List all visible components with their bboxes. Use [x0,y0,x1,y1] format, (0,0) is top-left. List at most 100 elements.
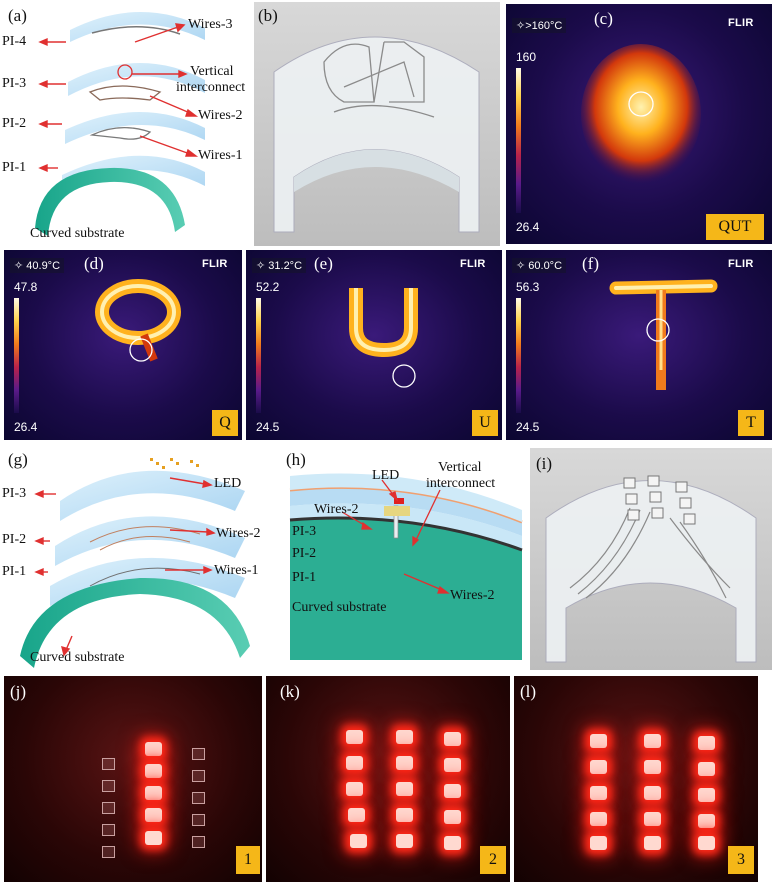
led-on [698,762,715,776]
led-on [590,760,607,774]
vertical-interconnect-label-h2: interconnect [426,476,496,491]
led-on [644,836,661,850]
wires-2-bottom-label-h: Wires-2 [450,588,495,603]
panel-f: ✧ 60.0°C FLIR (f) 56.3 24.5 T [506,250,772,440]
curved-substrate-label-h: Curved substrate [292,600,387,615]
led-on [698,814,715,828]
colorbar-max-f: 56.3 [516,280,540,294]
spot-temperature-e: ✧ 31.2°C [252,258,307,273]
panel-i: (i) [530,448,772,670]
led-on [444,836,461,850]
led-on [698,736,715,750]
tag-c: QUT [706,214,764,240]
panel-k: (k) 2 [266,676,510,882]
led-on [396,730,413,744]
led-on [644,812,661,826]
led-on [145,786,162,800]
panel-b: (b) [254,2,500,246]
led-off [102,780,115,792]
thermal-image-qut [581,44,701,184]
led-off [102,802,115,814]
led-on [444,784,461,798]
led-on [346,730,363,744]
vertical-interconnect-label-h1: Vertical [438,460,482,475]
led-off [102,824,115,836]
flir-logo-d: FLIR [202,258,228,270]
tag-l: 3 [728,846,754,874]
led-on [350,834,367,848]
led-on [145,831,162,845]
thermal-image-t [609,279,718,390]
panel-label-h: (h) [286,450,306,469]
led-on [396,756,413,770]
vertical-interconnect-label-line2: interconnect [176,80,246,95]
led-on [590,786,607,800]
flir-logo-f: FLIR [728,258,754,270]
led-on [444,810,461,824]
panel-label-d: (d) [84,254,104,273]
led-label-g: LED [214,476,242,491]
led-off [102,846,115,858]
tag-e: U [472,410,498,436]
panel-label-j: (j) [10,682,27,701]
led-on [396,782,413,796]
led-off [192,748,205,760]
thermal-image-q [95,279,181,362]
led-on [590,812,607,826]
tag-j: 1 [236,846,260,874]
layer-label-pi3-g: PI-3 [2,486,27,501]
wires-2-label-g: Wires-2 [216,526,261,541]
panel-d: ✧ 40.9°C FLIR (d) 47.8 26.4 Q [4,250,242,440]
thermal-image-u [349,288,418,388]
colorbar-max-e: 52.2 [256,280,280,294]
panel-c: ✧>160°C FLIR (c) 160 26.4 QUT [506,4,772,244]
wires-2-top-label-h: Wires-2 [314,502,359,517]
panel-label-g: (g) [8,450,28,469]
colorbar-max-c: 160 [516,50,537,64]
cross-section-diagram-h [289,473,523,660]
wires-1-label: Wires-1 [198,148,243,163]
colorbar-e [256,298,261,413]
led-on [444,732,461,746]
panel-a: (a) PI-4 PI-3 PI-2 PI-1 Wires-3 Vertical… [0,0,252,246]
colorbar-max-d: 47.8 [14,280,38,294]
led-on [644,734,661,748]
led-on [644,786,661,800]
layer-stack-diagram-a [35,11,205,236]
layer-label-pi1-g: PI-1 [2,564,27,579]
layer-label-pi4: PI-4 [2,34,27,49]
led-on [590,836,607,850]
led-on [698,836,715,850]
panel-h: (h) LED Vertical interconnect Wires-2 PI… [282,450,526,660]
panel-label-f: (f) [582,254,599,273]
layer-label-pi2: PI-2 [2,116,27,131]
spot-temperature-c: ✧>160°C [512,18,567,33]
spot-temperature-d: ✧ 40.9°C [10,258,65,273]
panel-g: (g) PI-3 PI-2 PI-1 LED Wires-2 Wires-1 C… [0,446,280,672]
layer-label-pi3-h: PI-3 [292,524,317,539]
panel-label-b: (b) [258,6,278,25]
led-on [346,756,363,770]
colorbar-min-c: 26.4 [516,220,540,234]
layer-label-pi1: PI-1 [2,160,27,175]
layer-label-pi2-g: PI-2 [2,532,27,547]
led-on [145,764,162,778]
led-on [346,782,363,796]
colorbar-min-e: 24.5 [256,420,280,434]
panel-e: ✧ 31.2°C FLIR (e) 52.2 24.5 U [246,250,502,440]
layer-label-pi3: PI-3 [2,76,27,91]
colorbar-min-f: 24.5 [516,420,540,434]
panel-l: (l) 3 [514,676,758,882]
led-on [145,808,162,822]
layer-label-pi1-h: PI-1 [292,570,317,585]
led-off [192,770,205,782]
panel-label-l: (l) [520,682,537,701]
led-on [348,808,365,822]
panel-label-i: (i) [536,454,553,473]
layer-label-pi2-h: PI-2 [292,546,317,561]
led-on [145,742,162,756]
panel-label-e: (e) [314,254,333,273]
colorbar-f [516,298,521,413]
panel-label-c: (c) [594,9,613,28]
led-off [192,836,205,848]
